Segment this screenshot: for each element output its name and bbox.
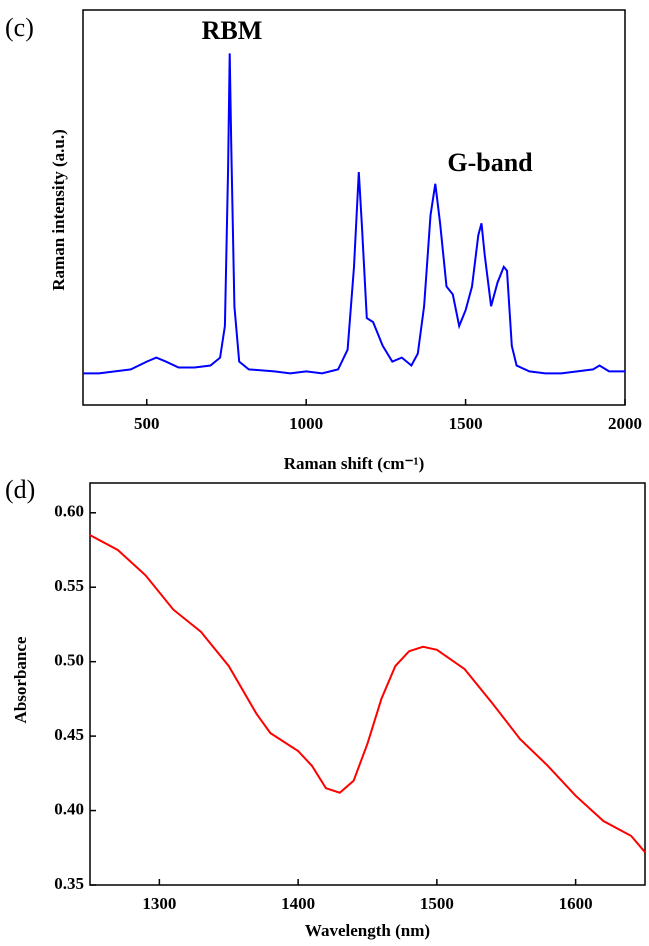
y-tick-label: 0.60 bbox=[54, 502, 84, 521]
y-tick-label: 0.40 bbox=[54, 799, 84, 818]
y-axis-label: Raman intensity (a.u.) bbox=[49, 129, 68, 291]
x-tick-label: 1500 bbox=[449, 414, 483, 433]
y-axis-label: Absorbance bbox=[11, 636, 30, 723]
data-line bbox=[83, 53, 625, 375]
plot-frame bbox=[89, 482, 646, 886]
x-axis-label: Wavelength (nm) bbox=[305, 921, 430, 940]
x-tick-label: 500 bbox=[134, 414, 160, 433]
x-axis-label: Raman shift (cm⁻¹) bbox=[284, 454, 425, 473]
x-tick-label: 1300 bbox=[142, 894, 176, 913]
panel-label: (c) bbox=[5, 13, 34, 42]
data-line bbox=[89, 534, 646, 853]
y-tick-label: 0.50 bbox=[54, 651, 84, 670]
x-tick-label: 2000 bbox=[608, 414, 642, 433]
y-tick-label: 0.55 bbox=[54, 576, 84, 595]
annotation: RBM bbox=[202, 16, 263, 45]
x-tick-label: 1400 bbox=[281, 894, 315, 913]
y-tick-label: 0.45 bbox=[54, 725, 84, 744]
plot-frame bbox=[82, 9, 626, 406]
annotation: G-band bbox=[447, 148, 533, 177]
x-tick-label: 1600 bbox=[559, 894, 593, 913]
x-tick-label: 1000 bbox=[289, 414, 323, 433]
x-tick-label: 1500 bbox=[420, 894, 454, 913]
y-tick-label: 0.35 bbox=[54, 874, 84, 893]
panel-label: (d) bbox=[5, 475, 35, 504]
